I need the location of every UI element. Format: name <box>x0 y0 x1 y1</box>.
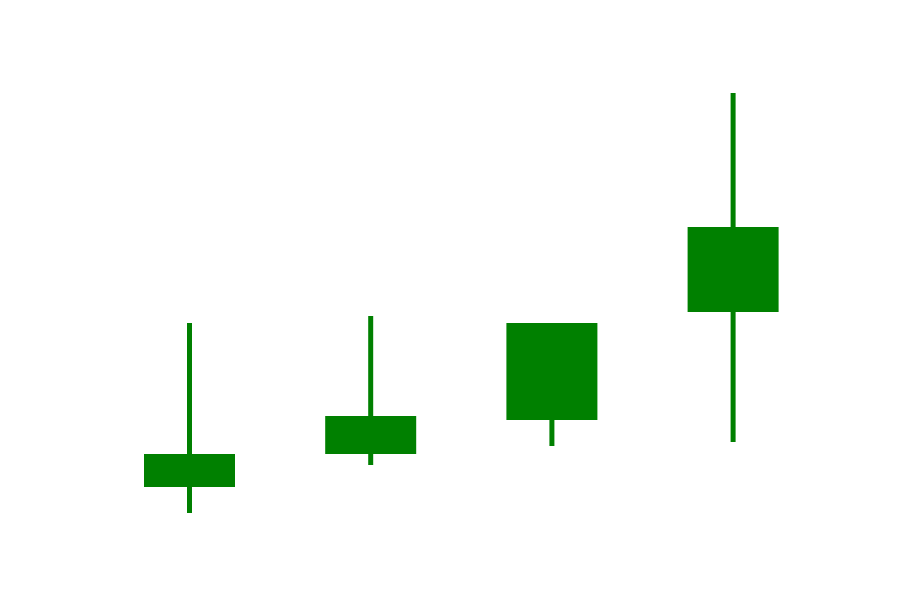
candle-2-body <box>325 416 417 454</box>
candles-layer <box>144 93 779 513</box>
candle-2 <box>325 316 417 465</box>
candle-1-body <box>144 454 235 487</box>
candle-4 <box>687 93 779 442</box>
candle-1 <box>144 323 235 513</box>
candle-3-body <box>506 323 598 420</box>
candle-3 <box>506 323 598 446</box>
candle-4-body <box>687 227 779 312</box>
candle-1-wick <box>187 323 192 513</box>
candle-2-wick <box>368 316 374 465</box>
